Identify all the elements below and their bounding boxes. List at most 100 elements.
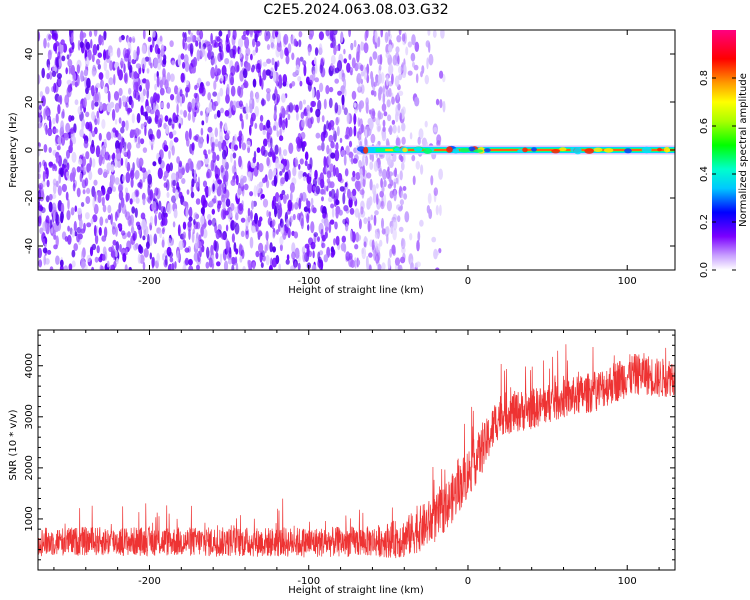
heatmap-noise-blob	[57, 95, 61, 103]
heatmap-noise-blob	[80, 202, 85, 207]
heatmap-noise-blob	[401, 106, 406, 115]
heatmap-noise-blob	[439, 70, 444, 79]
heatmap-noise-blob	[269, 242, 273, 253]
heatmap-noise-blob	[119, 144, 124, 150]
heatmap-noise-blob	[120, 126, 125, 134]
heatmap-noise-blob	[129, 170, 135, 180]
heatmap-noise-blob	[66, 149, 70, 159]
heatmap-noise-blob	[79, 129, 84, 138]
heatmap-noise-blob	[240, 217, 246, 223]
heatmap-noise-blob	[279, 170, 283, 176]
heatmap-noise-blob	[383, 194, 387, 206]
heatmap-noise-blob	[53, 212, 56, 221]
heatmap-noise-blob	[391, 96, 395, 105]
heatmap-noise-blob	[370, 133, 376, 144]
heatmap-noise-blob	[398, 90, 404, 97]
heatmap-noise-blob	[121, 120, 126, 128]
heatmap-noise-blob	[386, 233, 389, 244]
heatmap-noise-blob	[225, 224, 229, 232]
heatmap-noise-blob	[413, 64, 419, 71]
heatmap-noise-blob	[93, 30, 98, 37]
heatmap-noise-blob	[161, 227, 165, 235]
heatmap-noise-blob	[386, 200, 392, 212]
heatmap-noise-blob	[171, 172, 177, 181]
heatmap-noise-blob	[104, 151, 110, 161]
x-tick-label: -100	[297, 576, 320, 587]
heatmap-noise-blob	[194, 238, 199, 250]
heatmap-noise-blob	[312, 185, 316, 191]
heatmap-noise-blob	[80, 257, 86, 270]
heatmap-noise-blob	[143, 248, 149, 258]
heatmap-noise-blob	[71, 32, 74, 44]
heatmap-noise-blob	[107, 90, 111, 103]
heatmap-noise-blob	[83, 97, 87, 108]
heatmap-noise-blob	[48, 71, 53, 80]
heatmap-noise-blob	[239, 138, 242, 149]
heatmap-noise-blob	[326, 120, 329, 130]
heatmap-noise-blob	[174, 85, 179, 95]
heatmap-noise-blob	[266, 119, 271, 129]
heatmap-noise-blob	[65, 67, 68, 75]
heatmap-noise-blob	[256, 183, 262, 194]
heatmap-noise-blob	[400, 256, 406, 264]
heatmap-noise-blob	[344, 182, 348, 188]
heatmap-noise-blob	[313, 57, 317, 65]
heatmap-noise-blob	[363, 241, 367, 248]
heatmap-noise-blob	[80, 103, 83, 112]
heatmap-noise-blob	[364, 137, 368, 147]
heatmap-noise-blob	[364, 128, 368, 139]
heatmap-noise-blob	[45, 124, 48, 136]
heatmap-noise-blob	[397, 215, 401, 223]
heatmap-noise-blob	[249, 191, 254, 197]
heatmap-noise-blob	[311, 204, 315, 213]
heatmap-noise-blob	[166, 86, 171, 94]
heatmap-noise-blob	[114, 102, 120, 113]
heatmap-noise-blob	[117, 133, 122, 141]
heatmap-noise-blob	[91, 130, 96, 138]
heatmap-noise-blob	[77, 233, 83, 240]
heatmap-noise-blob	[313, 232, 319, 238]
heatmap-noise-blob	[224, 58, 230, 65]
heatmap-noise-blob	[234, 222, 240, 235]
heatmap-noise-blob	[430, 175, 434, 186]
heatmap-noise-blob	[378, 112, 384, 120]
heatmap-noise-blob	[92, 158, 96, 168]
heatmap-noise-blob	[89, 123, 93, 134]
heatmap-noise-blob	[300, 131, 306, 140]
heatmap-noise-blob	[99, 264, 103, 270]
heatmap-noise-blob	[207, 186, 211, 197]
heatmap-noise-blob	[272, 195, 276, 207]
heatmap-noise-blob	[379, 54, 383, 66]
heatmap-noise-blob	[169, 162, 173, 172]
heatmap-noise-blob	[233, 144, 238, 151]
heatmap-noise-blob	[66, 86, 72, 98]
heatmap-noise-blob	[112, 186, 116, 193]
heatmap-noise-blob	[388, 125, 393, 136]
heatmap-noise-blob	[376, 37, 380, 48]
heatmap-noise-blob	[363, 69, 368, 80]
heatmap-noise-blob	[360, 64, 364, 72]
heatmap-noise-blob	[349, 207, 355, 215]
heatmap-noise-blob	[142, 111, 148, 117]
heatmap-noise-blob	[280, 105, 285, 115]
heatmap-noise-blob	[134, 91, 140, 100]
heatmap-noise-blob	[214, 138, 219, 145]
heatmap-noise-blob	[331, 207, 335, 218]
heatmap-noise-blob	[154, 83, 158, 91]
heatmap-noise-blob	[365, 155, 369, 166]
heatmap-noise-blob	[195, 221, 201, 230]
heatmap-noise-blob	[310, 221, 315, 234]
heatmap-noise-blob	[110, 250, 116, 258]
heatmap-noise-blob	[377, 164, 382, 172]
heatmap-noise-blob	[216, 92, 221, 105]
heatmap-noise-blob	[210, 32, 213, 45]
heatmap-noise-blob	[381, 228, 386, 235]
heatmap-noise-blob	[352, 170, 356, 178]
heatmap-noise-blob	[320, 259, 324, 270]
heatmap-noise-blob	[225, 198, 231, 207]
heatmap-signal-blob	[459, 147, 470, 153]
heatmap-noise-blob	[216, 154, 220, 162]
heatmap-noise-blob	[60, 39, 65, 46]
heatmap-noise-blob	[180, 53, 185, 60]
heatmap-noise-blob	[207, 149, 211, 155]
